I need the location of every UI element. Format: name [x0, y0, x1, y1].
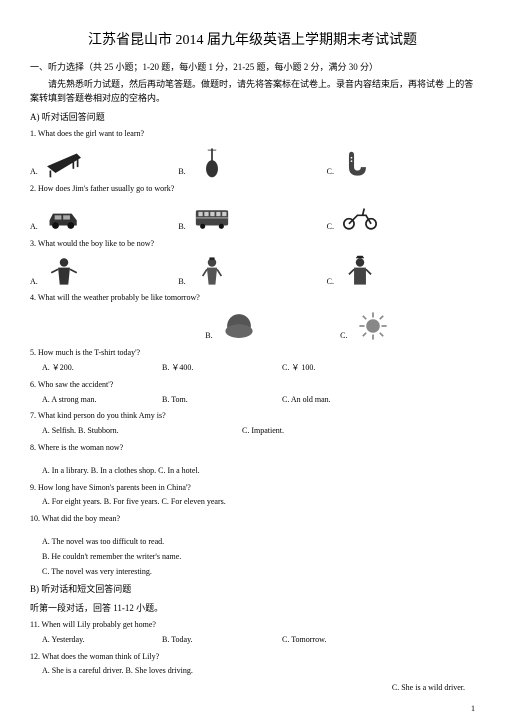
part-a-heading: A) 听对话回答问题: [30, 110, 475, 124]
opt-label: C.: [327, 276, 334, 289]
q12-opt-ab: A. She is a careful driver. B. She loves…: [42, 665, 475, 678]
saxophone-icon: [338, 145, 382, 179]
q11-opt-a: A. Yesterday.: [42, 634, 162, 647]
opt-label: B.: [205, 330, 212, 343]
q10-opt-a: A. The novel was too difficult to read.: [42, 536, 475, 549]
q10-opt-c: C. The novel was very interesting.: [42, 566, 475, 579]
opt-label: C.: [327, 166, 334, 179]
opt-label: A.: [30, 276, 38, 289]
q6-options: A. A strong man. B. Tom. C. An old man.: [42, 394, 475, 407]
q4-options: B. C.: [30, 309, 475, 343]
q6-opt-a: A. A strong man.: [42, 394, 162, 407]
question-11: 11. When will Lily probably get home?: [30, 619, 475, 632]
question-2: 2. How does Jim's father usually go to w…: [30, 183, 475, 196]
opt-label: A.: [30, 166, 38, 179]
opt-label: B.: [178, 221, 185, 234]
opt-label: C.: [327, 221, 334, 234]
question-6: 6. Who saw the accident'?: [30, 379, 475, 392]
car-icon: [42, 200, 86, 234]
q11-options: A. Yesterday. B. Today. C. Tomorrow.: [42, 634, 475, 647]
question-10: 10. What did the boy mean?: [30, 513, 475, 526]
q7-opt-c: C. Impatient.: [242, 425, 362, 438]
q8-options: A. In a library. B. In a clothes shop. C…: [42, 465, 475, 478]
q6-opt-c: C. An old man.: [282, 394, 402, 407]
q5-opt-c: C. ￥ 100.: [282, 362, 402, 375]
question-3: 3. What would the boy like to be now?: [30, 238, 475, 251]
person-a-icon: [42, 254, 86, 288]
opt-label: C.: [340, 330, 347, 343]
instruction-text: 请先熟悉听力试题，然后再动笔答题。做题时，请先将答案标在试卷上。录音内容结束后，…: [30, 77, 475, 106]
question-9: 9. How long have Simon's parents been in…: [30, 482, 475, 495]
question-1: 1. What does the girl want to learn?: [30, 128, 475, 141]
section-1-heading: 一、听力选择（共 25 小题；1-20 题，每小题 1 分，21-25 题，每小…: [30, 60, 475, 74]
person-b-icon: [190, 254, 234, 288]
q5-options: A. ￥200. B. ￥400. C. ￥ 100.: [42, 362, 475, 375]
q11-opt-b: B. Today.: [162, 634, 282, 647]
piano-icon: [42, 145, 86, 179]
q2-options: A. B. C.: [30, 200, 475, 234]
sunny-icon: [351, 309, 395, 343]
violin-icon: [190, 145, 234, 179]
q10-opt-b: B. He couldn't remember the writer's nam…: [42, 551, 475, 564]
q1-options: A. B. C.: [30, 145, 475, 179]
q5-opt-a: A. ￥200.: [42, 362, 162, 375]
cloudy-icon: [217, 309, 261, 343]
question-12: 12. What does the woman think of Lily?: [30, 651, 475, 664]
question-4: 4. What will the weather probably be lik…: [30, 292, 475, 305]
q7-opt-ab: A. Selfish. B. Stubborn.: [42, 425, 242, 438]
person-c-icon: [338, 254, 382, 288]
q6-opt-b: B. Tom.: [162, 394, 282, 407]
part-b-heading: B) 听对话和短文回答问题: [30, 582, 475, 596]
question-5: 5. How much is the T-shirt today'?: [30, 347, 475, 360]
question-7: 7. What kind person do you think Amy is?: [30, 410, 475, 423]
q3-options: A. B. C.: [30, 254, 475, 288]
bus-icon: [190, 200, 234, 234]
opt-label: B.: [178, 166, 185, 179]
opt-label: A.: [30, 221, 38, 234]
q7-options: A. Selfish. B. Stubborn. C. Impatient.: [42, 425, 475, 438]
q11-opt-c: C. Tomorrow.: [282, 634, 402, 647]
q9-options: A. For eight years. B. For five years. C…: [42, 496, 475, 509]
exam-title: 江苏省昆山市 2014 届九年级英语上学期期末考试试题: [30, 30, 475, 52]
q5-opt-b: B. ￥400.: [162, 362, 282, 375]
question-8: 8. Where is the woman now?: [30, 442, 475, 455]
motorcycle-icon: [338, 200, 382, 234]
part-b-sub: 听第一段对话，回答 11-12 小题。: [30, 601, 475, 615]
q12-opt-c: C. She is a wild driver.: [30, 682, 475, 695]
opt-label: B.: [178, 276, 185, 289]
